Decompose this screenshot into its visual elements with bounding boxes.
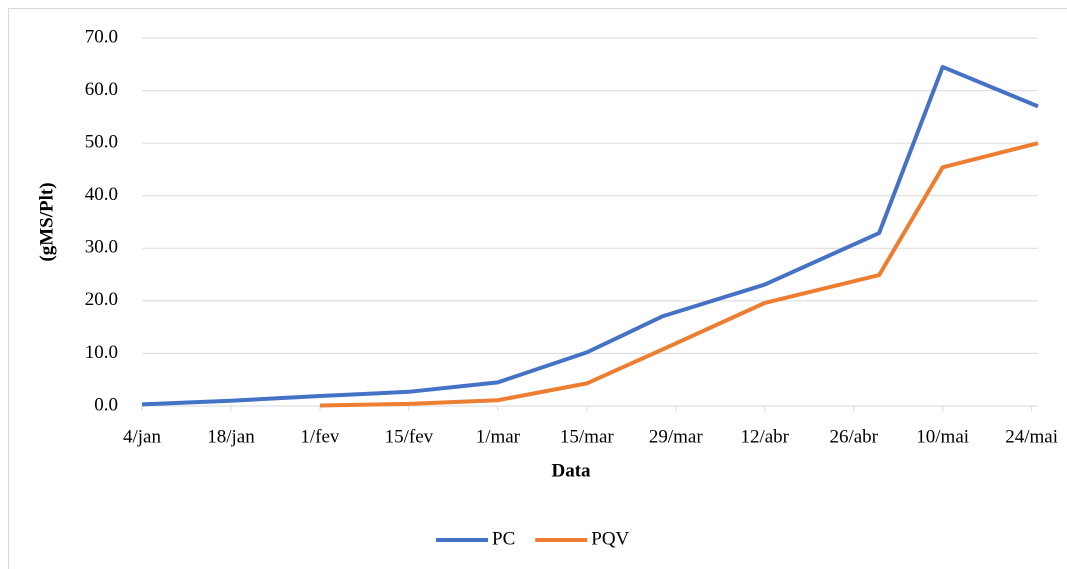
y-tick-label: 40.0 [85,184,118,205]
y-tick-label: 0.0 [94,394,118,415]
y-tick-label: 10.0 [85,342,118,363]
y-axis-label: (gMS/Plt) [36,182,57,261]
x-tick-label: 26/abr [829,426,878,447]
x-tick-label: 24/mai [1005,426,1058,447]
x-tick-label: 1/mar [476,426,521,447]
x-tick-label: 18/jan [207,426,255,447]
data-line [141,64,1039,407]
y-tick-label: 60.0 [85,79,118,100]
legend-label: PQV [591,528,629,549]
y-tick-label: 50.0 [85,132,118,153]
data-line [319,141,1039,408]
x-tick-label: 29/mar [649,426,703,447]
x-tick-label: 15/mar [560,426,614,447]
x-tick-label: 1/fev [300,426,340,447]
x-axis-label: Data [551,460,591,481]
y-tick-label: 20.0 [85,289,118,310]
x-tick-label: 10/mai [916,426,969,447]
x-tick-label: 12/abr [740,426,789,447]
chart-border [8,8,1067,569]
legend-label: PC [492,528,515,549]
y-tick-label: 30.0 [85,237,118,258]
x-tick-label: 15/fev [385,426,434,447]
y-tick-label: 70.0 [85,26,118,47]
x-tick-label: 4/jan [123,426,161,447]
